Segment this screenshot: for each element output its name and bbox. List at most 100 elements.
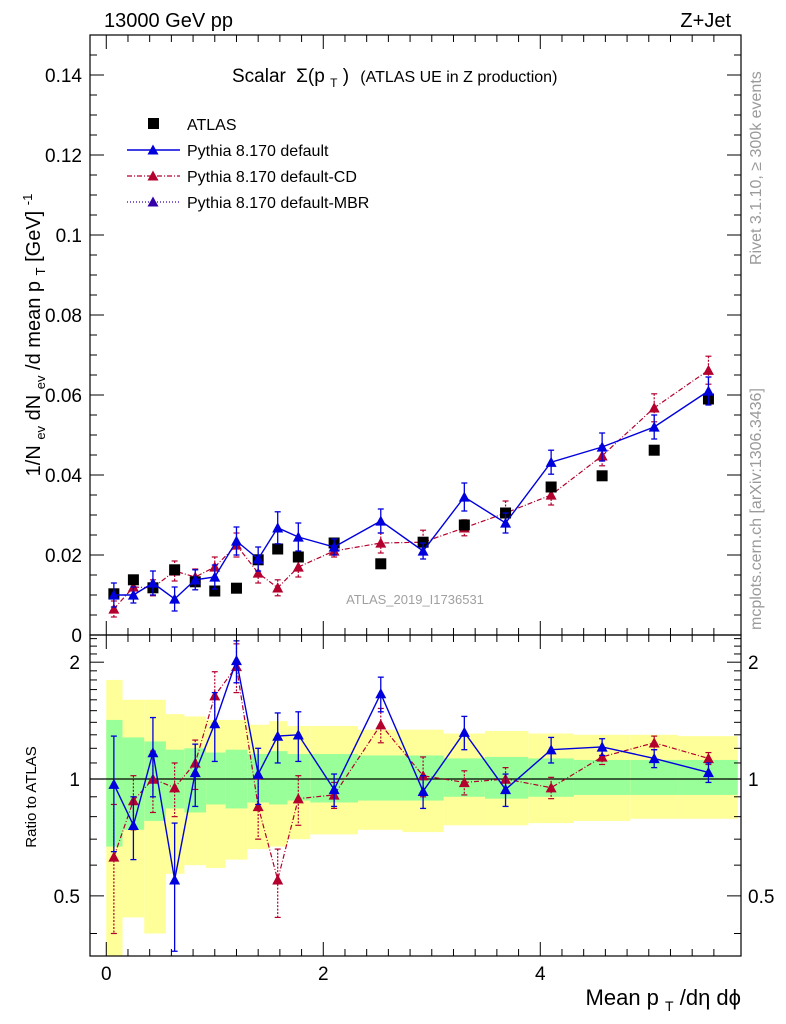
default-point (328, 541, 340, 552)
main-y-axis-label: 1/N ev dN ev /d mean p T [GeV] -1 (20, 194, 50, 477)
ratio-default-point (375, 688, 387, 699)
axis-ticks: 0 0.02 0.04 0.06 0.08 0.1 0.12 0.14 0 2 4 0.5 1 2 0.5 1… (45, 35, 774, 985)
legend-atlas-label: ATLAS (187, 117, 237, 134)
main-y-tick-label: 0.1 (56, 226, 82, 247)
header-left: 13000 GeV pp (104, 10, 233, 32)
x-axis-label: Mean p T /dη dϕ (586, 985, 741, 1016)
header-right: Z+Jet (680, 10, 731, 32)
plot-title: Scalar Σ(p T ) (ATLAS UE in Z production… (232, 66, 557, 92)
main-y-tick-label: 0.04 (45, 466, 82, 487)
default-point (108, 589, 120, 600)
ratio-cd-point (272, 874, 284, 885)
ratio-default-point (108, 778, 120, 789)
main-y-tick-label: 0.02 (45, 546, 82, 567)
uncertainty-bands (90, 679, 741, 956)
ratio-y-tick-label-left: 2 (69, 653, 80, 674)
cd-point (252, 567, 264, 578)
ylabel-part-a-sub: ev (33, 425, 48, 439)
ratio-default-point (169, 874, 181, 885)
legend-cd-label: Pythia 8.170 default-CD (187, 169, 357, 186)
plot-title-suffix: (ATLAS UE in Z production) (360, 69, 557, 86)
ylabel-part-d: [GeV] (23, 211, 45, 262)
ratio-cd-point (648, 737, 660, 748)
ratio-y-tick-label-right: 2 (748, 653, 759, 674)
cd-point (272, 582, 284, 593)
atlas-point (230, 582, 242, 594)
default-point (230, 535, 242, 546)
atlas-point (375, 558, 387, 570)
ratio-default-point (545, 744, 557, 755)
ratio-cd-point (108, 851, 120, 862)
default-point (417, 545, 429, 556)
default-point (596, 441, 608, 452)
plot-title-close: ) (343, 66, 349, 87)
analysis-watermark: ATLAS_2019_I1736531 (346, 592, 484, 607)
ratio-default-point (648, 752, 660, 764)
main-y-tick-label: 0.14 (45, 66, 82, 87)
ratio-default-point (417, 785, 429, 796)
cd-point (108, 603, 120, 614)
ratio-cd-point (252, 800, 264, 812)
main-y-tick-label: 0 (71, 626, 82, 647)
cd-point (375, 537, 387, 548)
default-point (375, 515, 387, 526)
ratio-default-point (189, 766, 201, 778)
default-point (500, 517, 512, 528)
ratio-cd-point (596, 751, 608, 762)
band-inner-bin (269, 751, 288, 805)
ylabel-part-c-sub: T (33, 267, 48, 275)
ratio-plot-frame (89, 634, 742, 957)
x-tick-label: 4 (535, 964, 546, 985)
cd-point (648, 402, 660, 413)
default-point (545, 456, 557, 467)
legend: ATLAS Pythia 8.170 default Pythia 8.170 … (127, 117, 369, 212)
ylabel-part-c: /d mean p (23, 281, 45, 370)
ratio-default-point (147, 747, 159, 758)
ylabel-part-b-sub: ev (33, 375, 48, 389)
plot-title-sigma: Σ(p (296, 66, 325, 87)
rivet-info: Rivet 3.1.10, ≥ 300k events (748, 71, 765, 265)
default-point (648, 421, 660, 432)
legend-cd-marker (147, 170, 159, 181)
plot-title-sub: T (330, 76, 338, 90)
plot-title-prefix: Scalar (232, 66, 287, 87)
legend-mbr-label: Pythia 8.170 default-MBR (187, 195, 369, 212)
atlas-point (127, 574, 139, 586)
series-cd-line (113, 369, 709, 610)
ratio-cd-point (458, 776, 470, 788)
band-inner-bin (357, 755, 403, 801)
ratio-y-tick-label-right: 0.5 (748, 887, 774, 908)
ratio-default-point (458, 726, 470, 737)
cd-point (545, 489, 557, 500)
default-point (169, 593, 181, 604)
atlas-point (417, 536, 429, 548)
default-point (458, 491, 470, 502)
ratio-default-point (328, 783, 340, 795)
ratio-cd-point (169, 782, 181, 793)
atlas-point (458, 519, 470, 531)
default-point (209, 571, 221, 582)
xlabel-part-a: Mean p (586, 985, 659, 1010)
default-point (127, 589, 139, 600)
default-point (147, 577, 159, 588)
ratio-default-point (209, 718, 221, 729)
atlas-point (272, 543, 284, 555)
ratio-default-point (596, 741, 608, 752)
ratio-cd-point (702, 752, 714, 764)
ylabel-part-d-sup: -1 (20, 194, 35, 206)
ratio-cd-point (375, 719, 387, 730)
ratio-cd-point (292, 793, 304, 804)
legend-atlas-marker (148, 118, 159, 129)
ratio-default-point (230, 655, 242, 666)
x-tick-label: 2 (318, 964, 329, 985)
series-default-line (113, 390, 709, 600)
main-y-tick-label: 0.12 (45, 146, 82, 167)
atlas-point (292, 551, 304, 563)
main-y-tick-label: 0.06 (45, 386, 82, 407)
ratio-plot-layer (108, 640, 714, 952)
default-point (252, 553, 264, 564)
ratio-default-point (702, 766, 714, 778)
ratio-y-tick-label-right: 1 (748, 770, 759, 791)
ratio-y-tick-label-left: 0.5 (54, 887, 80, 908)
